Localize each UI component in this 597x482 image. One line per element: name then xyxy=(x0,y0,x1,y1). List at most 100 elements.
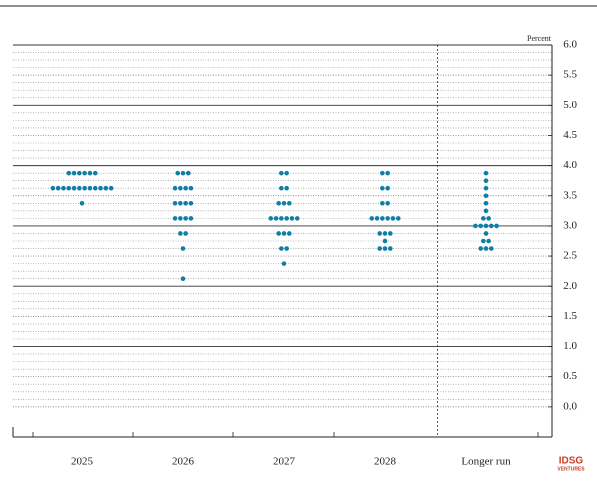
dot xyxy=(172,216,178,221)
dot xyxy=(377,231,383,236)
dot xyxy=(388,246,393,251)
dot xyxy=(380,201,385,206)
dot xyxy=(77,170,82,176)
dot xyxy=(377,246,383,251)
dot xyxy=(276,201,282,206)
y-tick-label: 3.5 xyxy=(563,189,577,201)
dot xyxy=(92,170,98,176)
dot xyxy=(478,246,484,251)
dot xyxy=(50,185,56,191)
dot xyxy=(186,170,191,176)
dot xyxy=(486,216,491,221)
x-tick-label: 2025 xyxy=(71,456,94,468)
dot xyxy=(178,231,183,236)
dot xyxy=(483,185,489,191)
dot xyxy=(395,216,401,221)
y-tick-label: 2.0 xyxy=(563,280,577,292)
dot xyxy=(279,246,284,251)
dot xyxy=(289,216,295,221)
dot xyxy=(180,276,186,281)
dot xyxy=(183,231,188,236)
x-tick-label: Longer run xyxy=(461,456,511,468)
x-tick-label: 2026 xyxy=(172,456,195,468)
dot xyxy=(87,170,93,176)
dot xyxy=(108,185,114,191)
dot xyxy=(98,185,103,191)
dot xyxy=(55,185,61,191)
dot xyxy=(281,261,287,266)
y-tick-label: 6.0 xyxy=(563,39,577,51)
dot xyxy=(178,201,183,206)
y-tick-label: 0.0 xyxy=(563,400,577,412)
dot xyxy=(188,185,194,191)
dot xyxy=(473,223,478,229)
dot xyxy=(77,185,82,191)
dot xyxy=(483,193,489,199)
dot xyxy=(382,238,388,244)
y-tick-label: 4.0 xyxy=(563,159,577,171)
watermark: IDSG xyxy=(559,456,584,467)
dot xyxy=(71,170,77,176)
dot xyxy=(483,178,489,183)
watermark: VENTURES xyxy=(557,466,585,472)
dot xyxy=(66,185,72,191)
dot xyxy=(388,231,393,236)
dot xyxy=(486,238,491,244)
dot xyxy=(369,216,375,221)
dot xyxy=(172,185,178,191)
dot xyxy=(380,185,385,191)
y-tick-label: 5.5 xyxy=(563,69,577,81)
dot xyxy=(374,216,380,221)
y-tick-label: 1.5 xyxy=(563,310,577,322)
dot xyxy=(183,201,188,206)
dot xyxy=(481,216,486,221)
dot xyxy=(385,170,390,176)
dot xyxy=(188,216,194,221)
dot xyxy=(287,231,292,236)
dot xyxy=(61,185,66,191)
dot xyxy=(385,216,390,221)
dot xyxy=(175,170,180,176)
dot xyxy=(268,216,274,221)
dot xyxy=(87,185,93,191)
dot xyxy=(380,170,385,176)
dot xyxy=(188,201,194,206)
dot xyxy=(382,246,388,251)
dot xyxy=(294,216,300,221)
dot xyxy=(180,170,186,176)
dot xyxy=(284,170,289,176)
dot xyxy=(178,216,183,221)
dot xyxy=(483,223,489,229)
dot xyxy=(183,185,188,191)
dot xyxy=(284,185,289,191)
dot xyxy=(92,185,98,191)
y-tick-label: 3.0 xyxy=(563,219,577,231)
dot xyxy=(478,223,484,229)
dot xyxy=(281,231,287,236)
dot xyxy=(380,216,385,221)
dot xyxy=(385,201,390,206)
dot xyxy=(284,246,289,251)
dot xyxy=(481,238,486,244)
y-tick-label: 5.0 xyxy=(563,99,577,111)
dot xyxy=(82,170,87,176)
x-tick-label: 2027 xyxy=(273,456,296,468)
dot xyxy=(66,170,72,176)
dot xyxy=(483,201,489,206)
dot xyxy=(71,185,77,191)
dot xyxy=(172,201,178,206)
dot xyxy=(276,231,282,236)
y-tick-label: 0.5 xyxy=(563,370,577,382)
dot xyxy=(178,185,183,191)
dot xyxy=(483,208,489,214)
dot xyxy=(279,216,284,221)
dot xyxy=(79,201,85,206)
dot xyxy=(183,216,188,221)
dot xyxy=(273,216,279,221)
dot xyxy=(382,231,388,236)
dot xyxy=(494,223,499,229)
dot xyxy=(180,246,186,251)
dot xyxy=(287,201,292,206)
dot xyxy=(284,216,289,221)
